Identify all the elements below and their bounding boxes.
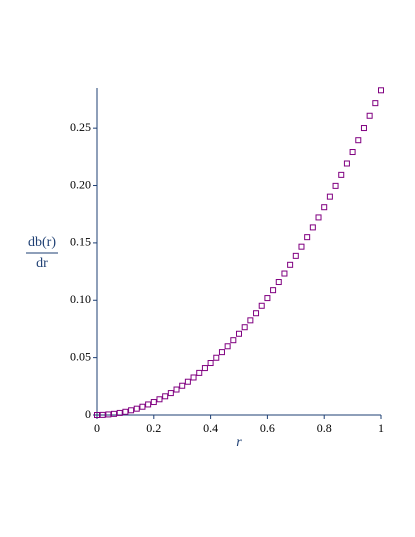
marker xyxy=(349,149,356,156)
marker xyxy=(162,393,169,400)
marker xyxy=(190,374,197,381)
marker xyxy=(287,261,294,268)
marker xyxy=(304,234,311,241)
marker xyxy=(139,403,146,410)
marker xyxy=(133,405,140,412)
marker xyxy=(315,214,322,221)
marker xyxy=(224,343,231,350)
y-axis-label-denominator: dr xyxy=(36,256,48,271)
x-tick-label: 0.2 xyxy=(146,421,161,435)
marker xyxy=(321,204,328,211)
y-tick-label: 0.05 xyxy=(70,349,91,363)
marker xyxy=(128,407,135,414)
y-tick-label: 0.20 xyxy=(70,177,91,191)
marker xyxy=(207,360,214,367)
x-tick-label: 0 xyxy=(94,421,100,435)
y-tick-label: 0.15 xyxy=(70,235,91,249)
marker xyxy=(275,279,282,286)
y-tick-label: 0 xyxy=(85,407,91,421)
marker xyxy=(360,125,367,132)
marker xyxy=(145,401,152,408)
x-tick-label: 0.6 xyxy=(260,421,275,435)
marker xyxy=(196,369,203,376)
marker xyxy=(111,410,118,417)
marker xyxy=(298,243,305,250)
x-tick-label: 0.4 xyxy=(203,421,218,435)
marker xyxy=(122,408,129,415)
marker xyxy=(116,409,123,416)
marker xyxy=(167,390,174,397)
marker xyxy=(105,411,112,418)
marker xyxy=(253,310,260,317)
marker xyxy=(264,295,271,302)
x-axis-label: r xyxy=(236,435,242,450)
marker xyxy=(218,349,225,356)
marker xyxy=(378,87,384,94)
marker xyxy=(236,330,242,337)
marker xyxy=(355,137,362,144)
marker xyxy=(343,160,350,167)
marker xyxy=(366,112,373,119)
marker xyxy=(179,382,186,389)
marker xyxy=(270,287,277,294)
marker xyxy=(292,252,299,259)
marker xyxy=(213,354,220,361)
marker xyxy=(99,411,106,418)
marker xyxy=(241,324,248,331)
y-tick-label: 0.25 xyxy=(70,120,91,134)
x-tick-label: 1 xyxy=(378,421,384,435)
marker xyxy=(156,396,163,403)
marker xyxy=(338,171,345,178)
y-tick-label: 0.10 xyxy=(70,292,91,306)
marker xyxy=(281,270,288,277)
x-tick-label: 0.8 xyxy=(317,421,332,435)
marker xyxy=(258,302,265,309)
marker xyxy=(173,386,180,393)
marker xyxy=(372,100,379,107)
marker xyxy=(247,317,254,324)
marker xyxy=(184,378,191,385)
marker xyxy=(230,337,237,344)
y-axis-label-numerator: db(r) xyxy=(28,235,56,250)
marker xyxy=(332,182,339,189)
marker xyxy=(326,193,333,200)
marker xyxy=(150,399,157,406)
marker xyxy=(94,412,100,418)
marker xyxy=(309,224,316,231)
marker xyxy=(201,365,208,372)
